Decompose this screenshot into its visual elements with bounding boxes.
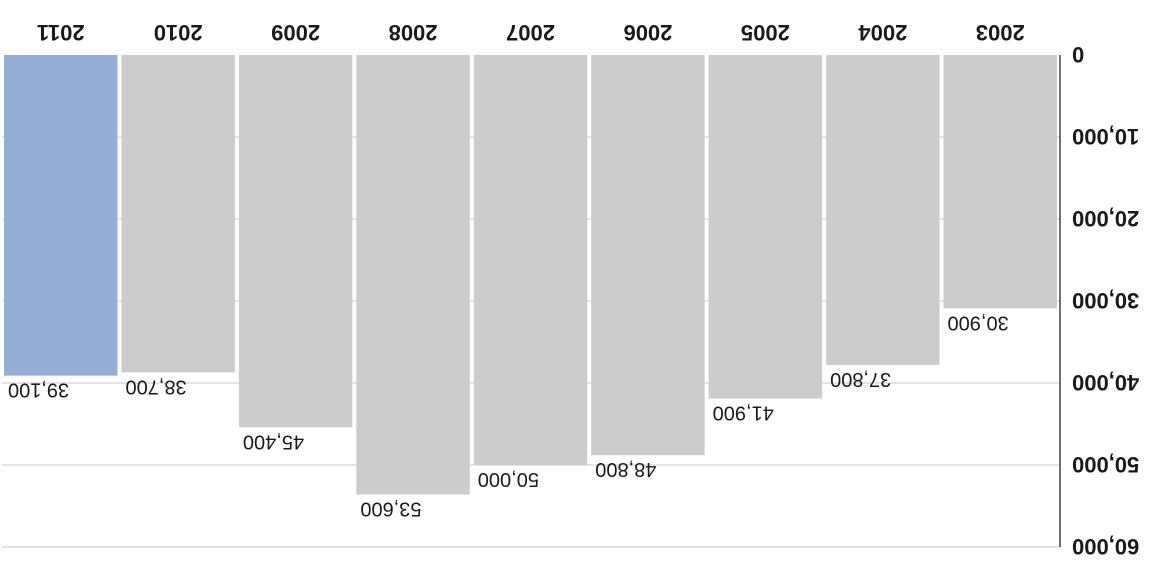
bar xyxy=(4,55,118,376)
y-tick-label: 10,000 xyxy=(1072,124,1139,149)
value-label: 30,900 xyxy=(948,311,1009,333)
y-tick-label: 40,000 xyxy=(1072,370,1139,395)
x-tick-label: 2007 xyxy=(506,20,555,45)
y-tick-label: 30,000 xyxy=(1072,288,1139,313)
x-tick-label: 2011 xyxy=(37,20,85,45)
x-tick-labels: 2003 2004 2005 2006 2007 2008 2009 2010 2011 xyxy=(37,20,1025,45)
value-labels: 30,900 37,800 41,900 48,800 50,000 53,600 45,4… xyxy=(8,311,1009,519)
x-tick-label: 2003 xyxy=(976,20,1025,45)
value-label: 38,700 xyxy=(125,375,186,397)
value-label: 48,800 xyxy=(595,458,656,480)
bar xyxy=(591,55,705,456)
value-label: 50,000 xyxy=(478,468,539,490)
y-tick-label: 60,000 xyxy=(1072,534,1139,559)
y-tick-labels: 0 10,000 20,000 30,000 40,000 50,000 60,000 xyxy=(1072,42,1139,559)
value-label: 37,800 xyxy=(830,368,891,390)
bar xyxy=(356,55,470,495)
bar xyxy=(708,55,823,399)
y-tick-label: 20,000 xyxy=(1072,206,1139,231)
y-tick-label: 0 xyxy=(1072,42,1084,67)
value-label: 45,400 xyxy=(243,430,304,452)
bars xyxy=(4,55,1057,495)
value-label: 41,900 xyxy=(713,402,774,424)
x-tick-label: 2009 xyxy=(271,20,320,45)
bar xyxy=(943,55,1057,309)
x-tick-label: 2006 xyxy=(623,20,672,45)
value-label: 39,100 xyxy=(8,379,69,401)
y-tick-label: 50,000 xyxy=(1072,452,1139,477)
bar xyxy=(826,55,940,365)
bar xyxy=(473,55,588,465)
x-tick-label: 2008 xyxy=(389,20,438,45)
x-tick-label: 2010 xyxy=(154,20,203,45)
value-label: 53,600 xyxy=(360,498,421,520)
bar xyxy=(238,55,353,428)
bar xyxy=(121,55,235,373)
x-tick-label: 2004 xyxy=(858,20,908,45)
x-tick-label: 2005 xyxy=(741,20,790,45)
